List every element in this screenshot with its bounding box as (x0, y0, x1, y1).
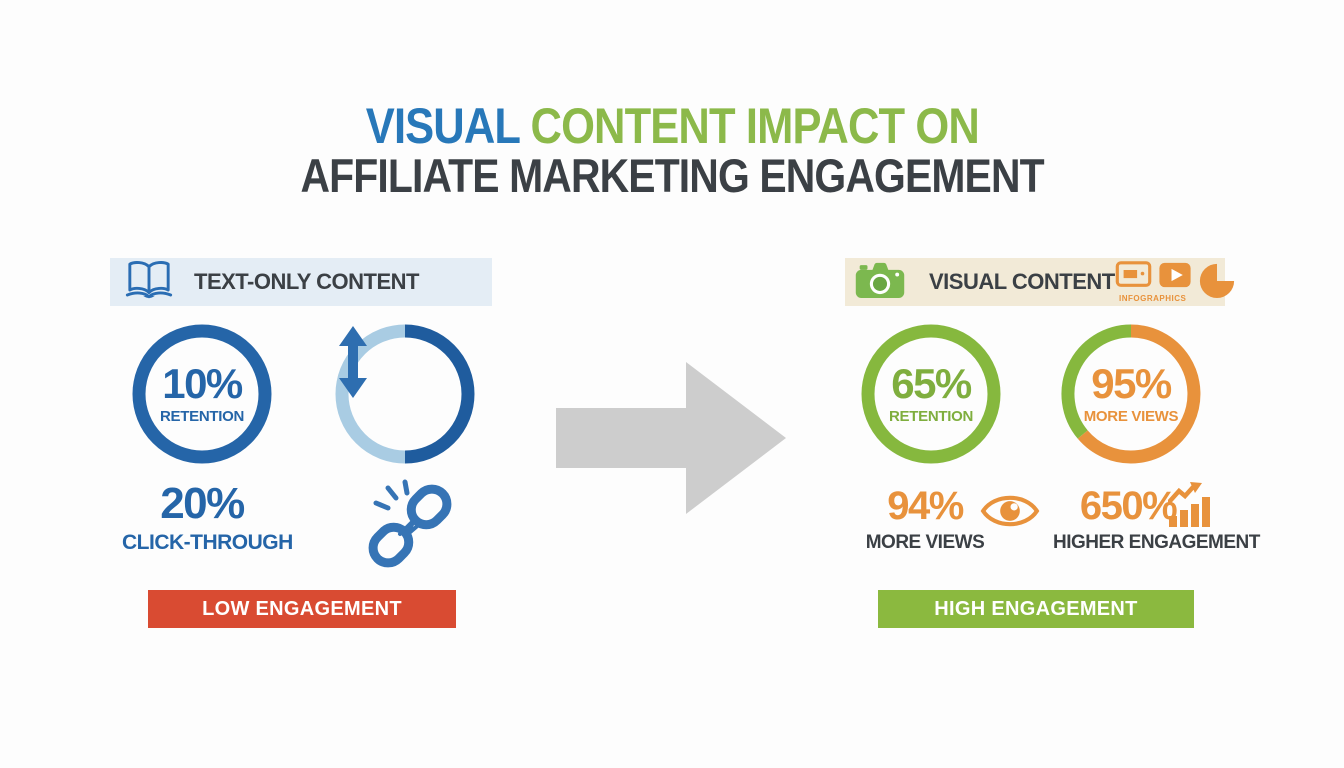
low-engagement-banner: LOW ENGAGEMENT (148, 590, 456, 628)
trend-ring-text-only (335, 324, 475, 464)
pie-chart-icon (1198, 261, 1236, 304)
higher-engagement-stat: 650% HIGHER ENGAGEMENT (1053, 484, 1260, 555)
broken-link-icon (362, 476, 458, 575)
retention-value: 10% (162, 359, 243, 407)
infographic-screen-icon (1115, 261, 1152, 293)
visual-content-header: VISUAL CONTENT INFOGRAPHICS (845, 258, 1234, 306)
click-through-value: 20% (160, 479, 245, 528)
infographics-label: INFOGRAPHICS (1119, 294, 1187, 303)
video-play-icon (1159, 262, 1191, 293)
right-arrow (556, 360, 788, 521)
split-ring (335, 324, 475, 464)
title-line1-rest: CONTENT IMPACT ON (518, 98, 979, 154)
more-views-stat-value: 94% (887, 484, 964, 528)
retention-label: RETENTION (160, 407, 244, 425)
more-views-ring: 95% MORE VIEWS (1061, 324, 1201, 464)
retention-ring-text-only: 10% RETENTION (132, 324, 272, 464)
open-book-icon (124, 258, 174, 307)
more-views-value: 95% (1091, 359, 1172, 407)
title-line-1: VISUAL CONTENT IMPACT ON (365, 98, 979, 154)
click-through-label: CLICK-THROUGH (122, 531, 293, 554)
green-ring (861, 324, 1001, 464)
infographic-title: VISUAL CONTENT IMPACT ON AFFILIATE MARKE… (0, 100, 1344, 201)
orange-green-ring (1061, 324, 1201, 464)
retention-value: 65% (891, 359, 972, 407)
higher-engagement-label: HIGHER ENGAGEMENT (1053, 532, 1260, 553)
blue-ring (132, 324, 272, 464)
growth-bars-icon (1167, 482, 1212, 533)
high-engagement-label: HIGH ENGAGEMENT (934, 597, 1138, 620)
high-engagement-banner: HIGH ENGAGEMENT (878, 590, 1194, 628)
visual-content-label: VISUAL CONTENT (929, 269, 1115, 294)
title-line-2: AFFILIATE MARKETING ENGAGEMENT (300, 149, 1044, 202)
camera-icon (855, 260, 905, 305)
more-views-stat-label: MORE VIEWS (865, 532, 985, 553)
eye-icon (980, 490, 1040, 537)
text-only-content-header: TEXT-ONLY CONTENT (110, 258, 492, 306)
higher-engagement-value: 650% (1079, 484, 1178, 528)
retention-label: RETENTION (889, 407, 973, 425)
title-word-visual: VISUAL (365, 98, 519, 154)
more-views-stat: 94% MORE VIEWS (855, 486, 995, 555)
more-views-label: MORE VIEWS (1083, 407, 1179, 425)
media-type-icons: INFOGRAPHICS (1115, 261, 1236, 304)
click-through-stat: 20% CLICK-THROUGH (122, 479, 293, 555)
low-engagement-label: LOW ENGAGEMENT (202, 597, 402, 620)
retention-ring-visual: 65% RETENTION (861, 324, 1001, 464)
text-only-content-label: TEXT-ONLY CONTENT (194, 269, 419, 294)
